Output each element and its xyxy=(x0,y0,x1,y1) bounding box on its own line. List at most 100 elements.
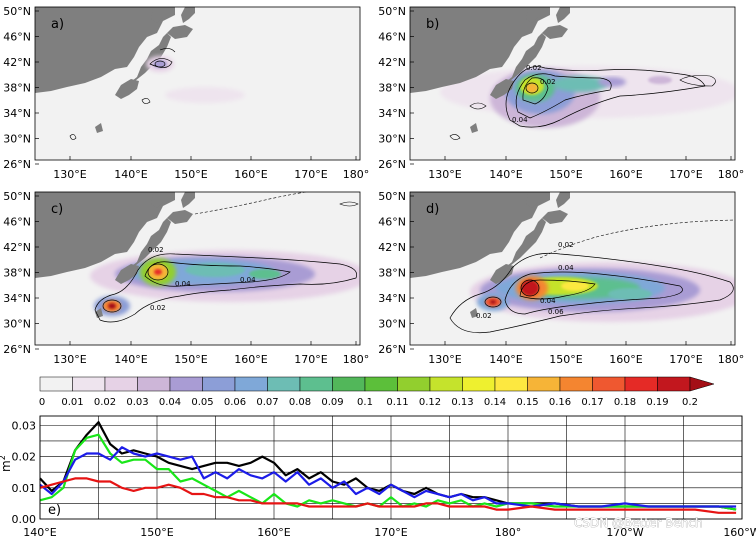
panel-a-lon-label: 180° xyxy=(343,168,370,181)
panel-a-lat-label: 50°N xyxy=(3,5,31,18)
panel-e-y-tick-label: 0.00 xyxy=(12,513,37,526)
panel-c-lat-label: 30°N xyxy=(3,318,31,331)
series-line-blue xyxy=(39,446,737,508)
panel-e-frame xyxy=(39,415,743,520)
panel-c-lat-label: 46°N xyxy=(3,216,31,229)
panel-d-lat-label: 42°N xyxy=(378,241,406,254)
panel-c-lat-label: 26°N xyxy=(3,343,31,356)
panel-a-map xyxy=(35,7,245,140)
colorbar-tick-label: 0.09 xyxy=(321,397,343,408)
colorbar-tick-label: 0.02 xyxy=(94,397,116,408)
panel-a: a) xyxy=(34,6,361,161)
panel-c-lat-label: 38°N xyxy=(3,267,31,280)
panel-b-contour-label-1: 0.02 xyxy=(526,64,542,72)
colorbar-tick-label: 0.18 xyxy=(614,397,636,408)
colorbar-tick-label: 0.12 xyxy=(419,397,441,408)
colorbar-tick-label: 0.04 xyxy=(159,397,181,408)
panel-c-lon-label: 180° xyxy=(343,353,370,366)
panel-d-lon-label: 160°E xyxy=(609,353,642,366)
colorbar-swatch xyxy=(429,376,463,392)
panel-d-lat-label: 46°N xyxy=(378,216,406,229)
colorbar-swatch xyxy=(462,376,496,392)
panel-c-contour-label-3: 0.04 xyxy=(175,280,191,288)
panel-d-lon-label: 170°E xyxy=(669,353,702,366)
panel-d-lat-label: 38°N xyxy=(378,267,406,280)
panel-e-x-tick-label: 170°W xyxy=(606,526,643,538)
panel-b-lat-label: 46°N xyxy=(378,31,406,44)
map-axis-labels: 50°N 46°N 42°N 38°N 34°N 30°N 26°N 130°E 140°E 15… xyxy=(3,5,744,366)
colorbar-swatch xyxy=(559,376,593,392)
panel-a-lat-label: 30°N xyxy=(3,133,31,146)
panel-c-contour-label-2: 0.02 xyxy=(150,304,166,312)
colorbar-swatch xyxy=(624,376,658,392)
panel-d-lon-label: 130°E xyxy=(428,353,461,366)
colorbar-tick-label: 0 xyxy=(39,397,45,408)
panel-d-lat-label: 30°N xyxy=(378,318,406,331)
panel-b-lat-label: 42°N xyxy=(378,56,406,69)
panel-b-label: b) xyxy=(426,17,439,32)
colorbar-tick-label: 0.16 xyxy=(549,397,571,408)
panel-b-lat-label: 50°N xyxy=(378,5,406,18)
panel-d: d) 0.02 0.04 0.02 0.04 0.06 xyxy=(409,191,736,346)
panel-b: b) 0.02 0.02 0.04 xyxy=(409,6,736,161)
colorbar-swatch xyxy=(332,376,366,392)
colorbar-tick-label: 0.08 xyxy=(289,397,311,408)
colorbar-swatch xyxy=(592,376,626,392)
colorbar-swatch xyxy=(494,376,528,392)
panel-b-lat-label: 26°N xyxy=(378,158,406,171)
panel-a-frame xyxy=(34,6,361,161)
panel-e-grid xyxy=(39,416,743,519)
panel-b-lon-label: 170°E xyxy=(669,168,702,181)
panel-c-lat-label: 50°N xyxy=(3,190,31,203)
panel-d-map xyxy=(410,192,735,334)
panel-d-lon-label: 180° xyxy=(718,353,745,366)
colorbar-tick-label: 0.15 xyxy=(516,397,538,408)
colorbar-tick-label: 0.14 xyxy=(484,397,506,408)
panel-a-lat-label: 34°N xyxy=(3,107,31,120)
panel-c-lat-label: 34°N xyxy=(3,292,31,305)
panel-a-lon-label: 150°E xyxy=(174,168,207,181)
colorbar-swatch xyxy=(527,376,561,392)
panel-b-lat-label: 34°N xyxy=(378,107,406,120)
colorbar-swatch xyxy=(364,376,398,392)
watermark: CSDN @Better Bench xyxy=(574,516,703,530)
panel-e-ylabel: m2 xyxy=(0,455,13,472)
panel-e-y-tick-label: 0.02 xyxy=(12,451,37,464)
colorbar-tick-label: 0.11 xyxy=(386,397,408,408)
panel-c-lon-label: 150°E xyxy=(174,353,207,366)
panel-e-ylabel-sup: 2 xyxy=(0,455,7,460)
panel-b-frame xyxy=(409,6,736,161)
panel-b-map xyxy=(410,7,735,140)
colorbar-tick-label: 0.2 xyxy=(682,397,698,408)
panel-c-frame xyxy=(34,191,361,346)
panel-b-lon-label: 150°E xyxy=(549,168,582,181)
colorbar-swatch xyxy=(397,376,431,392)
colorbar-swatch xyxy=(137,376,171,392)
panel-c-lon-label: 170°E xyxy=(294,353,327,366)
colorbar-swatch xyxy=(39,376,73,392)
panel-e-y-tick-label: 0.01 xyxy=(12,482,37,495)
panel-e-x-tick-label: 140°E xyxy=(23,526,56,538)
panel-d-label: d) xyxy=(426,202,439,217)
colorbar-swatch xyxy=(72,376,106,392)
colorbar-tick-label: 0.03 xyxy=(126,397,148,408)
panel-d-frame xyxy=(409,191,736,346)
panel-a-lon-label: 140°E xyxy=(114,168,147,181)
panel-e-series xyxy=(39,421,737,514)
panel-c-contour-label-4: 0.04 xyxy=(240,276,256,284)
panel-e-ylabel-base: m xyxy=(0,460,13,472)
panel-d-lat-label: 50°N xyxy=(378,190,406,203)
panel-c-label: c) xyxy=(51,202,63,217)
panel-e-ticks: 140°E 150°E 160°E 170°E 180° 170°W 160°W 0.00 0.… xyxy=(12,419,756,538)
colorbar-swatch xyxy=(267,376,301,392)
colorbar-tick-label: 0.07 xyxy=(256,397,278,408)
panel-d-contour-label-4: 0.04 xyxy=(540,297,556,305)
panel-c-lon-label: 160°E xyxy=(234,353,267,366)
panel-b-lat-label: 30°N xyxy=(378,133,406,146)
panel-d-lon-label: 140°E xyxy=(489,353,522,366)
colorbar-swatch xyxy=(104,376,138,392)
series-line-red xyxy=(39,477,737,514)
panel-d-contour-label-1: 0.02 xyxy=(558,241,574,249)
panel-b-lat-label: 38°N xyxy=(378,82,406,95)
